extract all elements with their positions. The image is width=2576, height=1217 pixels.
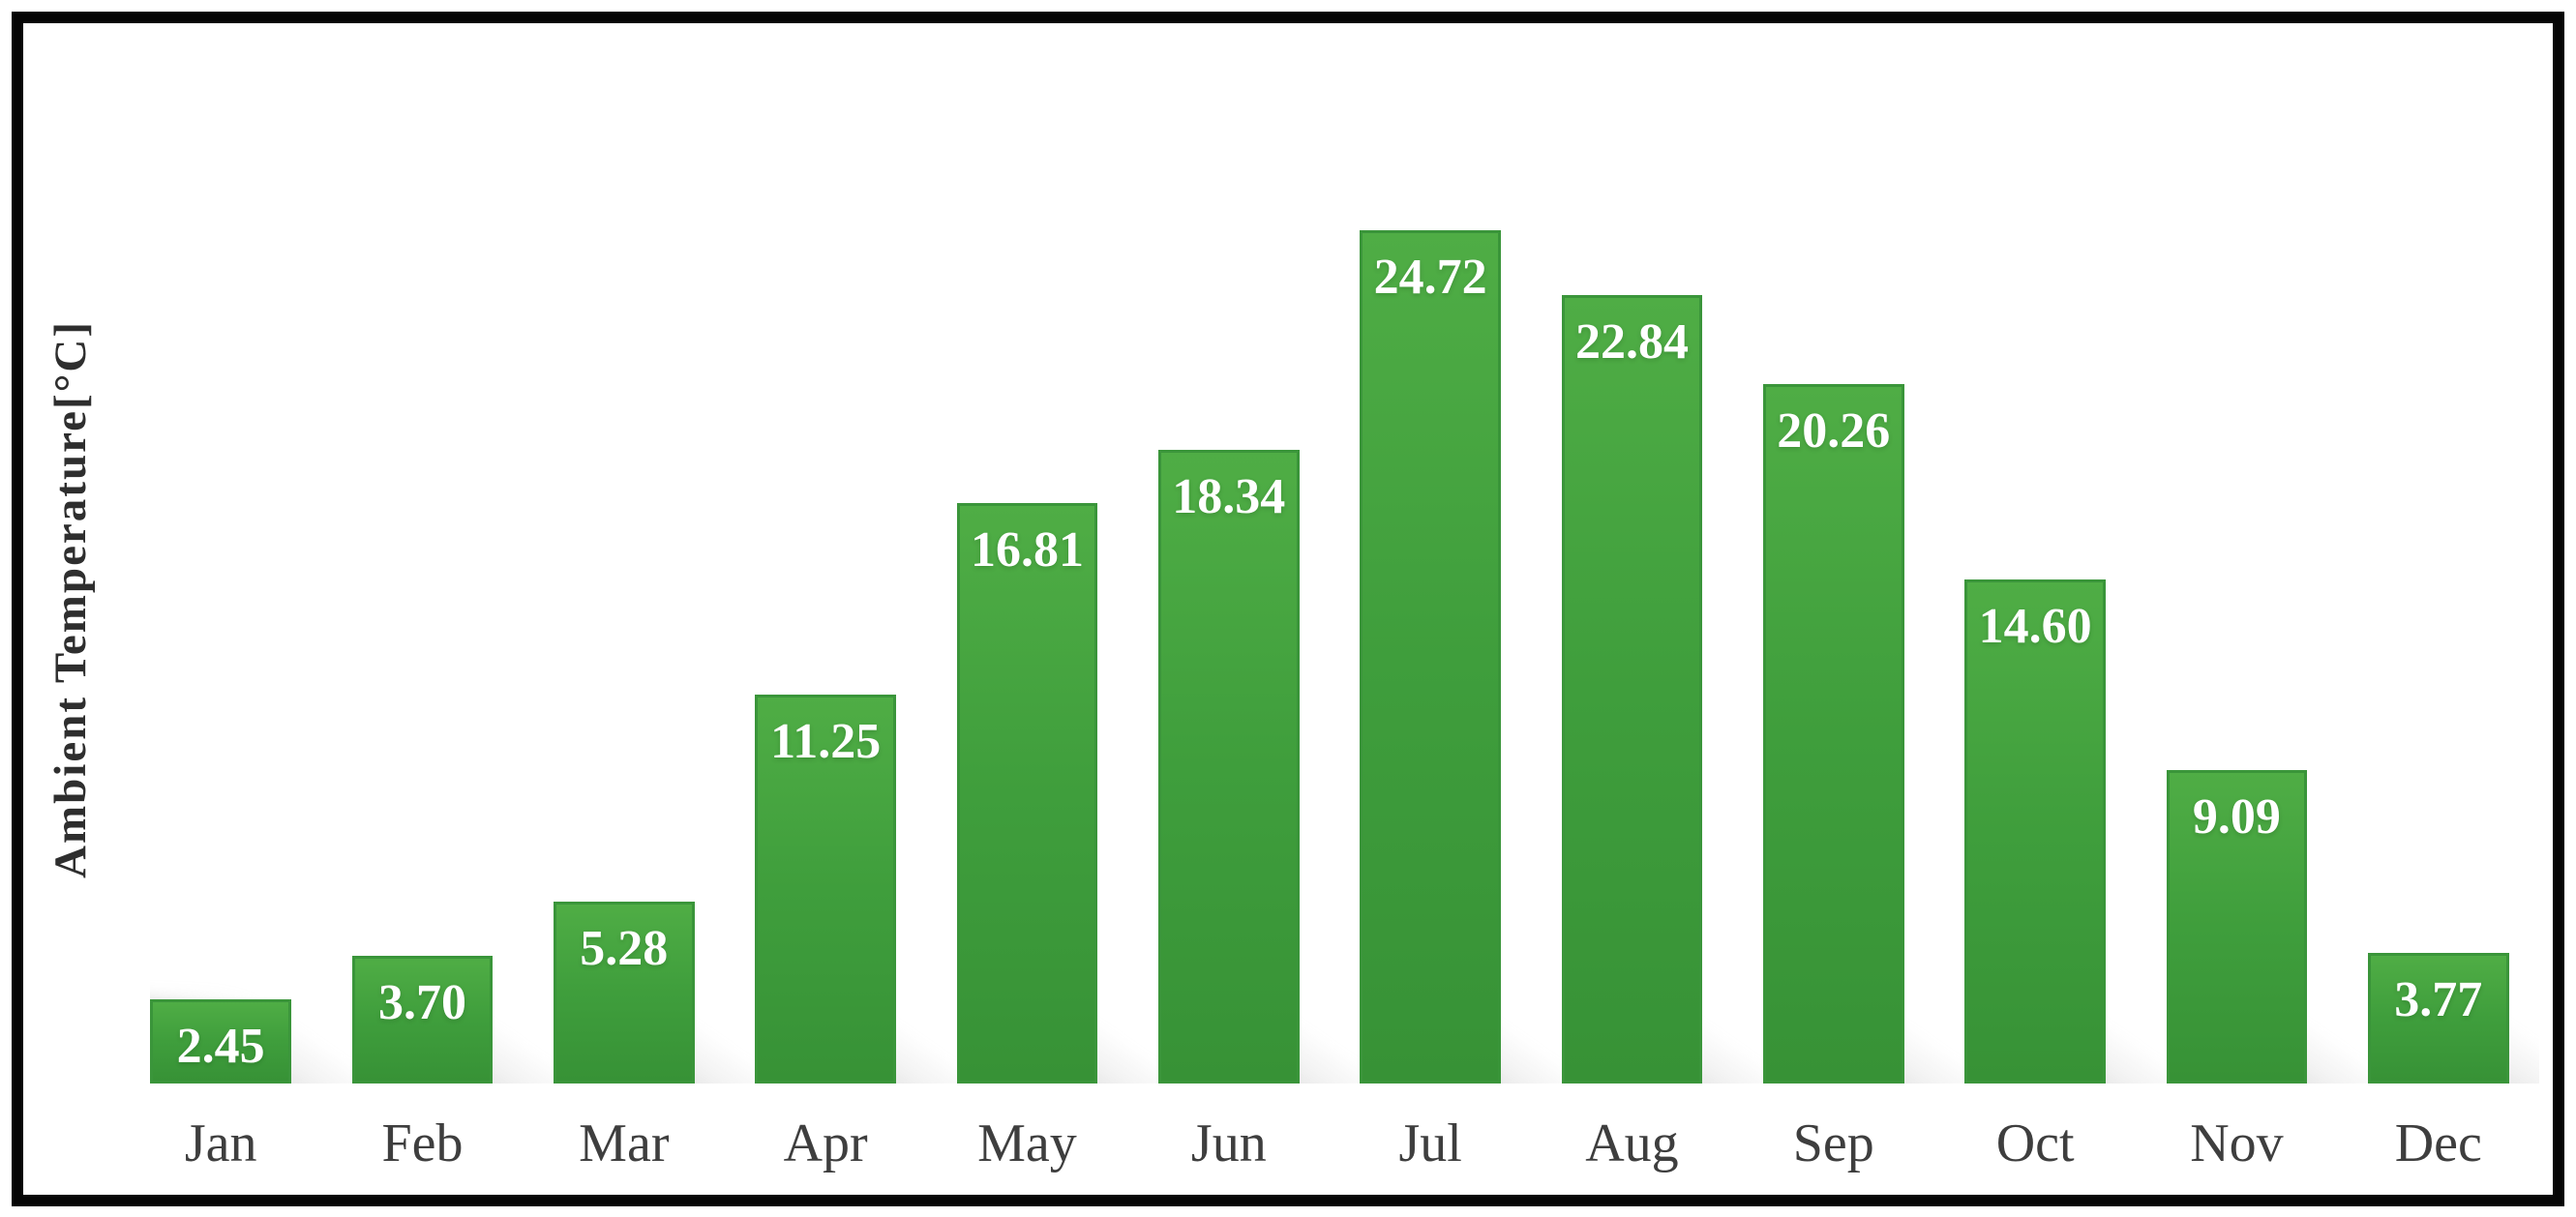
- y-axis-title-container: Ambient Temperature[°C]: [45, 23, 97, 1083]
- bar-aug: 22.84: [1561, 294, 1703, 1083]
- bar-value-label: 24.72: [1373, 249, 1487, 305]
- bar-column: 2.45: [120, 23, 424, 1083]
- bar-column: 3.77: [2338, 23, 2539, 1083]
- bar-value-label: 11.25: [770, 714, 882, 770]
- bar-column: 11.25: [725, 23, 1029, 1083]
- bar-value-label: 3.77: [2394, 972, 2483, 1028]
- bar-value-label: 9.09: [2192, 788, 2281, 845]
- bar-column: 18.34: [1128, 23, 1431, 1083]
- x-tick-label-aug: Aug: [1585, 1113, 1679, 1173]
- bar-column: 14.60: [1934, 23, 2238, 1083]
- bar-column: 16.81: [926, 23, 1230, 1083]
- x-tick-label-apr: Apr: [783, 1113, 868, 1173]
- bar-column: 9.09: [2136, 23, 2440, 1083]
- bar-apr: 11.25: [755, 695, 897, 1083]
- x-tick-label-nov: Nov: [2190, 1113, 2284, 1173]
- bar-column: 5.28: [524, 23, 826, 1083]
- chart-area: 2.45 3.70 5.28 11.25 16.81 18.34 24.72 22.84 20.…: [120, 23, 2539, 1195]
- bar-value-label: 16.81: [970, 521, 1084, 578]
- bar-jul: 24.72: [1360, 229, 1502, 1083]
- x-tick-label-oct: Oct: [1995, 1113, 2075, 1173]
- bar-may: 16.81: [956, 502, 1098, 1083]
- chart-frame: Ambient Temperature[°C] 2.45 3.70 5.28 11.2…: [12, 12, 2564, 1206]
- bar-dec: 3.77: [2367, 953, 2509, 1083]
- y-axis-title: Ambient Temperature[°C]: [45, 320, 96, 878]
- bar-value-label: 20.26: [1777, 402, 1891, 459]
- month-axis: Jan Feb Mar Apr May Jun Jul Aug Sep Oct Nov Dec: [120, 1083, 2539, 1195]
- bar-value-label: 18.34: [1172, 469, 1286, 525]
- bar-value-label: 22.84: [1574, 313, 1689, 370]
- bar-nov: 9.09: [2166, 769, 2308, 1083]
- x-tick-label-mar: Mar: [579, 1113, 670, 1173]
- bar-column: 3.70: [321, 23, 625, 1083]
- x-tick-label-jun: Jun: [1190, 1113, 1267, 1173]
- bar-value-label: 3.70: [377, 974, 466, 1030]
- bar-value-label: 5.28: [580, 920, 669, 976]
- bar-sep: 20.26: [1762, 383, 1904, 1083]
- x-tick-label-jul: Jul: [1398, 1113, 1462, 1173]
- bar-column: 22.84: [1531, 23, 1835, 1083]
- x-tick-label-sep: Sep: [1792, 1113, 1874, 1173]
- plot-area: 2.45 3.70 5.28 11.25 16.81 18.34 24.72 22.84 20.…: [120, 23, 2539, 1083]
- bar-column: 24.72: [1330, 23, 1633, 1083]
- bar-value-label: 2.45: [176, 1018, 265, 1074]
- bar-jun: 18.34: [1157, 450, 1300, 1083]
- x-tick-label-may: May: [977, 1113, 1077, 1173]
- bar-mar: 5.28: [553, 901, 695, 1083]
- bar-value-label: 14.60: [1978, 598, 2092, 654]
- bar-jan: 2.45: [150, 998, 292, 1083]
- bar-shadow: [2367, 23, 2539, 1083]
- x-tick-label-jan: Jan: [184, 1113, 257, 1173]
- bar-oct: 14.60: [1964, 579, 2107, 1083]
- x-tick-label-feb: Feb: [381, 1113, 464, 1173]
- bar-feb: 3.70: [351, 955, 494, 1083]
- bar-column: 20.26: [1733, 23, 2036, 1083]
- x-tick-label-dec: Dec: [2394, 1113, 2482, 1173]
